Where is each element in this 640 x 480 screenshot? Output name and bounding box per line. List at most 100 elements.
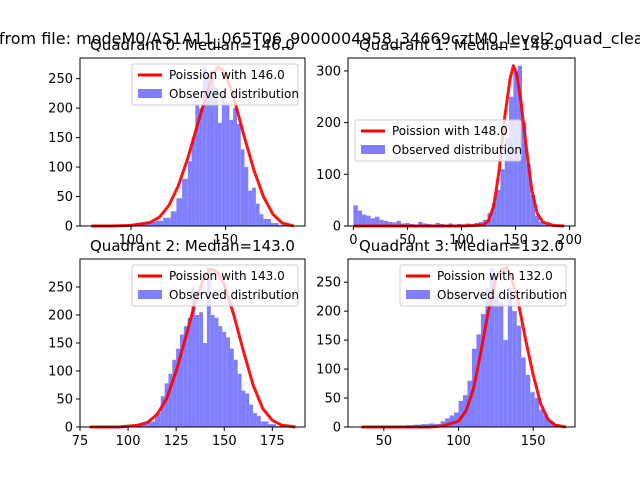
histogram-bar <box>255 203 260 226</box>
histogram-bar <box>440 421 446 427</box>
histogram-bar <box>494 293 499 427</box>
histogram-bar <box>270 223 279 226</box>
histogram-bar <box>249 404 254 427</box>
histogram-bar <box>268 424 277 427</box>
histogram-bar <box>233 108 237 226</box>
y-tick-label: 0 <box>333 421 341 436</box>
histogram-bar <box>263 218 271 226</box>
histogram-bar <box>210 315 215 427</box>
histogram-bar <box>370 218 376 226</box>
y-tick-label: 300 <box>316 64 341 79</box>
legend-bar-swatch <box>138 89 162 98</box>
histogram-bar <box>199 108 203 226</box>
histogram-bar <box>253 413 257 427</box>
histogram-bar <box>244 167 249 226</box>
legend: Poission with 132.0 Observed distribution <box>399 264 567 307</box>
legend-label-observed: Observed distribution <box>169 87 299 101</box>
histogram-bar <box>375 216 380 226</box>
histogram-bar <box>222 331 227 427</box>
histogram-bar <box>176 348 180 427</box>
x-tick-label: 100 <box>119 233 144 248</box>
x-tick-label: 100 <box>116 434 141 449</box>
histogram-bar <box>516 325 522 427</box>
y-tick-label: 100 <box>316 168 341 183</box>
y-tick-label: 50 <box>56 393 73 408</box>
panel-title: Quadrant 2: Median=143.0 <box>90 237 295 255</box>
histogram-bar <box>147 421 155 427</box>
histogram-bar <box>543 224 548 226</box>
histogram-bar <box>233 359 238 427</box>
histogram-bar <box>240 149 245 226</box>
legend-box <box>131 63 299 106</box>
histogram-bar <box>183 326 188 427</box>
histogram-bar <box>195 105 200 226</box>
histogram-bar <box>164 383 169 427</box>
panel-quadrant-0: 100 150 0 50 100 150 200 250 Quadrant 0: Median=… <box>48 36 306 248</box>
y-tick-label: 50 <box>56 190 73 205</box>
y-tick-label: 200 <box>48 309 73 324</box>
histogram-bar <box>256 415 261 427</box>
x-tick-label: 100 <box>449 233 474 248</box>
histogram-bar <box>396 220 401 226</box>
legend-label-fit: Poission with 132.0 <box>437 269 553 283</box>
x-tick-label: 200 <box>557 233 582 248</box>
histogram-bar <box>503 340 508 427</box>
histogram-bar <box>191 287 196 427</box>
histogram-bar <box>236 124 241 226</box>
histogram-bar <box>170 211 177 226</box>
histogram-bar <box>357 210 363 226</box>
x-tick-label: 150 <box>503 233 528 248</box>
histogram-bar <box>214 317 219 427</box>
histogram-bar <box>539 409 544 427</box>
panel-title: Quadrant 3: Median=132.0 <box>359 237 564 255</box>
legend: Poission with 143.0 Observed distribution <box>131 264 299 307</box>
y-tick-label: 100 <box>48 161 73 176</box>
panel-quadrant-3: 50 100 150 0 50 100 150 200 250 Quadrant 3: Media… <box>316 237 576 449</box>
histogram-bar <box>259 214 264 226</box>
histogram-bar <box>366 215 371 226</box>
legend-label-fit: Poission with 143.0 <box>169 269 285 283</box>
histogram-bar <box>530 194 536 226</box>
axes-frame <box>79 57 306 227</box>
histogram-bar <box>525 374 531 427</box>
x-tick-label: 0 <box>349 233 357 248</box>
histogram-bar <box>206 267 211 427</box>
histogram-bar <box>405 222 410 226</box>
panel-title: Quadrant 0: Median=146.0 <box>90 36 295 54</box>
histogram-bar <box>449 415 455 427</box>
x-tick-label: 50 <box>399 233 416 248</box>
histogram-bar <box>276 425 284 427</box>
histogram-bar <box>539 221 544 226</box>
histogram-bar <box>226 337 230 427</box>
histogram-bar <box>278 224 287 226</box>
figure-suptitle: Data from file: modeM0/AS1A11_065T06_900… <box>0 29 640 49</box>
histogram-bar <box>203 343 207 427</box>
x-tick-label: 175 <box>260 434 285 449</box>
x-tick-label: 150 <box>213 233 238 248</box>
y-tick-label: 0 <box>65 220 73 235</box>
y-tick-label: 50 <box>324 392 341 407</box>
histogram-bar <box>535 215 540 226</box>
histogram-bar <box>507 287 513 427</box>
histogram-bar <box>148 221 156 226</box>
y-tick-label: 200 <box>316 116 341 131</box>
y-tick-label: 200 <box>316 305 341 320</box>
x-tick-label: 75 <box>72 434 89 449</box>
y-tick-label: 100 <box>48 365 73 380</box>
histogram-bar <box>418 221 423 226</box>
panel-title: Quadrant 1: Median=148.0 <box>359 36 564 54</box>
legend-label-observed: Observed distribution <box>437 288 567 302</box>
histogram-bar <box>362 214 367 226</box>
histogram-bar <box>214 87 219 226</box>
histogram-bar <box>187 161 192 226</box>
x-tick-label: 150 <box>212 434 237 449</box>
histogram-bar <box>476 334 481 427</box>
histogram-bar <box>512 311 517 427</box>
y-tick-label: 150 <box>48 337 73 352</box>
y-tick-label: 150 <box>48 131 73 146</box>
histogram-bar <box>155 413 161 427</box>
histogram-bar <box>530 392 535 427</box>
histogram-bar <box>195 315 200 427</box>
histogram-bar <box>218 122 222 226</box>
